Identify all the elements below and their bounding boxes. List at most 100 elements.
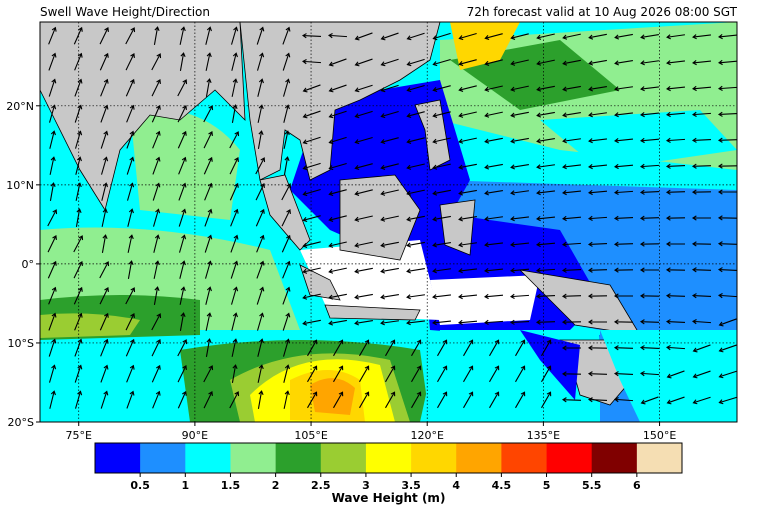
arrow (203, 130, 213, 149)
arrow (614, 112, 634, 118)
arrow (718, 34, 737, 40)
arrow (354, 293, 373, 300)
arrow (204, 260, 213, 279)
arrow (432, 215, 451, 222)
arrow (48, 338, 57, 357)
map-field (40, 22, 737, 422)
colorbar: 0.5 1 1.5 2 2.5 3 3.5 4 4.5 5 5.5 6 (94, 442, 683, 492)
arrow (541, 391, 552, 409)
arrow (380, 320, 399, 326)
arrow (432, 137, 451, 144)
arrow (613, 267, 634, 273)
arrow (458, 242, 477, 248)
arrow (255, 182, 265, 201)
arrow (718, 318, 737, 327)
arrow (458, 319, 478, 326)
arrow (406, 320, 426, 326)
arrow (588, 33, 607, 40)
lat-label: 0° (22, 258, 35, 271)
arrow (126, 364, 135, 383)
arrow (432, 111, 451, 118)
arrow (328, 319, 347, 326)
arrow (406, 163, 425, 170)
arrow (328, 293, 347, 300)
arrow (458, 216, 477, 222)
arrow (639, 370, 660, 377)
arrow (179, 26, 186, 45)
arrow (613, 345, 634, 351)
arrow (255, 208, 265, 227)
arrow (328, 84, 347, 93)
arrow (301, 58, 322, 65)
arrow (614, 138, 634, 144)
arrow (484, 242, 504, 248)
arrow (125, 338, 135, 357)
arrow (587, 371, 608, 377)
arrow (561, 345, 581, 351)
arrow (458, 189, 477, 196)
arrow (587, 319, 607, 325)
arrow (354, 84, 373, 93)
arrow (691, 241, 712, 247)
arrow (432, 163, 451, 170)
arrow (406, 215, 425, 222)
arrow (458, 32, 477, 41)
arrow (302, 267, 321, 274)
arrow (613, 396, 634, 403)
arrow (282, 26, 291, 45)
arrow (406, 111, 425, 119)
arrow (406, 58, 425, 67)
arrow (489, 365, 500, 383)
arrow (406, 84, 425, 93)
arrow (432, 189, 451, 196)
arrow (48, 286, 57, 305)
lon-label: 105°E (294, 429, 327, 442)
arrow (484, 216, 503, 222)
arrow (256, 286, 265, 305)
arrow (535, 267, 556, 274)
arrow (229, 391, 240, 409)
arrow (99, 261, 110, 279)
arrow (614, 163, 634, 170)
arrow (48, 312, 57, 331)
arrow (231, 364, 238, 383)
arrow (510, 267, 530, 274)
arrow (613, 215, 634, 221)
arrow (588, 138, 608, 144)
arrow (484, 33, 503, 41)
arrow (639, 319, 660, 325)
arrow (665, 293, 686, 299)
arrow (639, 163, 660, 170)
arrow (691, 215, 711, 221)
arrow (562, 112, 581, 118)
arrow (489, 391, 500, 409)
arrow (484, 268, 504, 274)
arrow (302, 84, 321, 93)
arrow (588, 86, 607, 92)
arrow (535, 293, 556, 299)
arrow (126, 182, 135, 201)
arrow (203, 365, 214, 383)
arrow (385, 391, 396, 409)
arrow (100, 156, 109, 175)
arrow (203, 156, 213, 175)
arrow (509, 319, 530, 325)
arrow (177, 79, 188, 97)
arrow (49, 130, 56, 149)
arrow (380, 241, 399, 248)
arrow (177, 130, 187, 149)
arrow (536, 138, 555, 144)
arrow (562, 215, 582, 222)
arrow (717, 111, 737, 117)
arrow (205, 338, 212, 357)
arrow (484, 111, 503, 118)
graticule: 75°E 90°E 105°E 120°E 135°E 150°E 20°N 10°N 0° 10… (6, 22, 737, 442)
arrow (99, 286, 109, 305)
arrow (47, 260, 57, 279)
lat-label: 10°N (6, 179, 34, 192)
colorbar-tick-label: 5.5 (582, 479, 602, 492)
arrow (177, 104, 187, 123)
arrow (231, 104, 238, 123)
arrow (484, 85, 503, 92)
arrow (510, 85, 529, 92)
